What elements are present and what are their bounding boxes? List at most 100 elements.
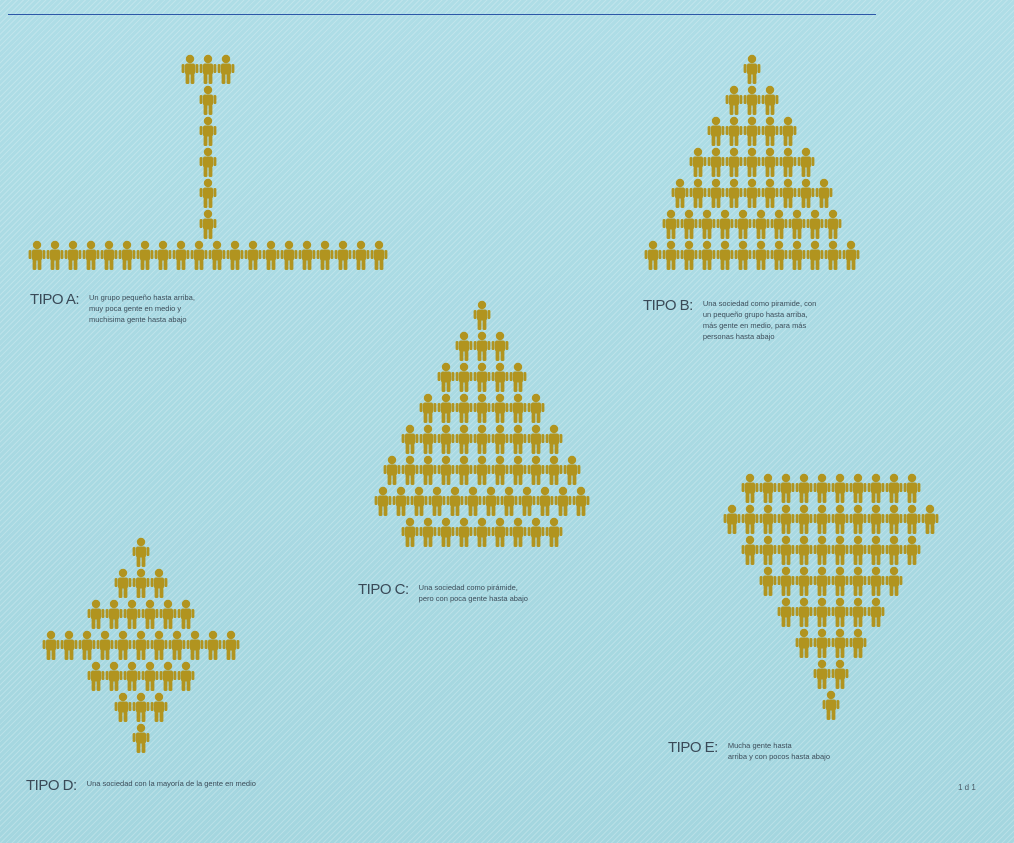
person-icon <box>831 628 849 658</box>
person-icon <box>734 240 752 270</box>
person-icon <box>60 630 78 660</box>
person-icon <box>437 455 455 485</box>
people-row <box>723 566 939 597</box>
person-icon <box>473 455 491 485</box>
people-row <box>42 723 240 754</box>
caption-line: personas hasta abajo <box>702 332 775 341</box>
caption-text: Una sociedad con la mayoría de la gente … <box>87 778 256 789</box>
person-icon <box>777 597 795 627</box>
person-icon <box>885 535 903 565</box>
person-icon <box>168 630 186 660</box>
person-icon <box>316 240 334 270</box>
person-icon <box>777 535 795 565</box>
person-icon <box>867 535 885 565</box>
people-row <box>28 240 388 271</box>
person-icon <box>822 690 840 720</box>
people-row <box>42 661 240 692</box>
person-icon <box>849 504 867 534</box>
person-icon <box>743 178 761 208</box>
caption-label: TIPO B: <box>643 297 693 314</box>
person-icon <box>759 566 777 596</box>
person-icon <box>410 486 428 516</box>
person-icon <box>374 486 392 516</box>
person-icon <box>849 535 867 565</box>
person-icon <box>473 424 491 454</box>
people-row <box>644 209 860 240</box>
person-icon <box>181 54 199 84</box>
person-icon <box>105 599 123 629</box>
person-icon <box>849 566 867 596</box>
person-icon <box>473 517 491 547</box>
person-icon <box>680 209 698 239</box>
person-icon <box>87 599 105 629</box>
person-icon <box>527 517 545 547</box>
person-icon <box>903 473 921 503</box>
caption-tipo-e: TIPO E: Mucha gente hasta arriba y con p… <box>668 740 830 762</box>
people-row <box>723 628 939 659</box>
person-icon <box>118 240 136 270</box>
person-icon <box>777 566 795 596</box>
person-icon <box>741 504 759 534</box>
person-icon <box>795 628 813 658</box>
person-icon <box>334 240 352 270</box>
person-icon <box>725 178 743 208</box>
person-icon <box>723 504 741 534</box>
person-icon <box>159 661 177 691</box>
people-row <box>28 147 388 178</box>
person-icon <box>867 473 885 503</box>
person-icon <box>473 362 491 392</box>
person-icon <box>392 486 410 516</box>
person-icon <box>795 597 813 627</box>
caption-label: TIPO A: <box>30 291 80 308</box>
page-number: 1 d 1 <box>958 783 976 792</box>
person-icon <box>741 535 759 565</box>
caption-line: un pequeño grupo hasta arriba, <box>702 310 808 319</box>
figure-tipo-d <box>42 537 240 754</box>
person-icon <box>437 362 455 392</box>
person-icon <box>831 566 849 596</box>
person-icon <box>491 362 509 392</box>
person-icon <box>455 517 473 547</box>
person-icon <box>885 504 903 534</box>
person-icon <box>46 240 64 270</box>
person-icon <box>177 599 195 629</box>
person-icon <box>298 240 316 270</box>
person-icon <box>226 240 244 270</box>
caption-text: Una sociedad como pirámide, pero con poc… <box>419 582 528 604</box>
people-row <box>374 331 590 362</box>
person-icon <box>204 630 222 660</box>
person-icon <box>698 240 716 270</box>
person-icon <box>779 147 797 177</box>
person-icon <box>455 362 473 392</box>
person-icon <box>725 116 743 146</box>
person-icon <box>132 537 150 567</box>
person-icon <box>428 486 446 516</box>
person-icon <box>509 517 527 547</box>
person-icon <box>698 209 716 239</box>
person-icon <box>491 393 509 423</box>
person-icon <box>644 240 662 270</box>
person-icon <box>741 473 759 503</box>
person-icon <box>132 568 150 598</box>
people-row <box>644 147 860 178</box>
person-icon <box>716 240 734 270</box>
person-icon <box>813 597 831 627</box>
person-icon <box>199 54 217 84</box>
person-icon <box>707 147 725 177</box>
person-icon <box>689 147 707 177</box>
person-icon <box>244 240 262 270</box>
person-icon <box>199 178 217 208</box>
person-icon <box>186 630 204 660</box>
person-icon <box>455 455 473 485</box>
person-icon <box>473 331 491 361</box>
person-icon <box>849 597 867 627</box>
person-icon <box>491 517 509 547</box>
person-icon <box>759 504 777 534</box>
person-icon <box>87 661 105 691</box>
person-icon <box>795 504 813 534</box>
person-icon <box>419 455 437 485</box>
person-icon <box>554 486 572 516</box>
person-icon <box>707 116 725 146</box>
caption-tipo-b: TIPO B: Una sociedad como piramide, con … <box>643 298 816 342</box>
person-icon <box>545 455 563 485</box>
